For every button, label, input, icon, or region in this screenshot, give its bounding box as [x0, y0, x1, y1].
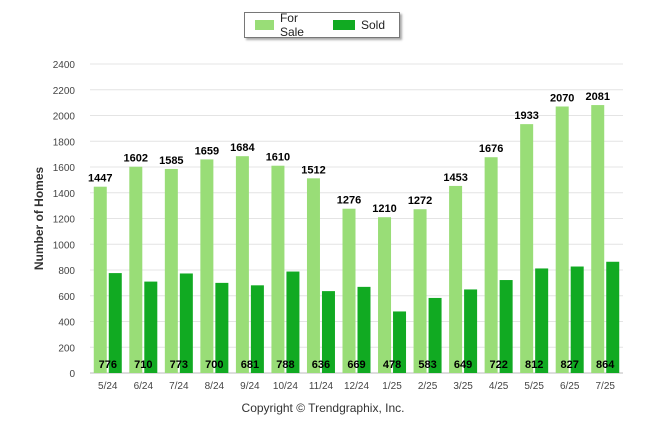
- x-tick-label: 12/24: [344, 381, 369, 392]
- data-label-sold: 788: [276, 359, 294, 371]
- x-tick-label: 2/25: [418, 381, 438, 392]
- x-tick-label: 7/24: [169, 381, 189, 392]
- data-label-sold: 681: [241, 359, 259, 371]
- bar-for-sale: [378, 217, 392, 373]
- data-label-for-sale: 1276: [337, 195, 361, 207]
- x-tick-label: 1/25: [382, 381, 402, 392]
- data-label-sold: 773: [170, 359, 188, 371]
- data-label-for-sale: 1585: [159, 155, 183, 167]
- data-label-for-sale: 1210: [372, 203, 396, 215]
- data-label-for-sale: 1272: [408, 195, 432, 207]
- bar-sold: [428, 297, 442, 373]
- bar-for-sale: [449, 185, 463, 373]
- data-label-sold: 864: [596, 359, 615, 371]
- bar-sold: [108, 273, 122, 373]
- y-axis-label: Number of Homes: [32, 166, 46, 271]
- data-label-for-sale: 1447: [88, 173, 112, 185]
- y-tick-label: 1800: [53, 137, 76, 148]
- y-tick-label: 1400: [53, 189, 76, 200]
- bar-for-sale: [235, 156, 249, 373]
- data-label-sold: 478: [383, 359, 401, 371]
- bar-sold: [535, 268, 549, 373]
- y-tick-label: 2000: [53, 112, 76, 123]
- bar-for-sale: [342, 208, 356, 373]
- legend-swatch-sold: [332, 20, 355, 30]
- x-tick-label: 11/24: [309, 381, 334, 392]
- y-tick-label: 400: [58, 318, 75, 329]
- x-tick-label: 3/25: [453, 381, 473, 392]
- bar-sold: [215, 282, 229, 373]
- y-tick-label: 1000: [53, 240, 76, 251]
- x-tick-label: 6/25: [560, 381, 580, 392]
- bar-sold: [179, 273, 193, 373]
- y-tick-label: 2400: [53, 60, 76, 71]
- bar-for-sale: [164, 168, 178, 373]
- y-tick-label: 800: [58, 266, 75, 277]
- bar-sold: [570, 266, 584, 373]
- bar-sold: [464, 289, 478, 373]
- legend-swatch-for-sale: [255, 20, 274, 30]
- data-label-for-sale: 2070: [550, 92, 574, 104]
- data-label-for-sale: 1933: [514, 110, 538, 122]
- data-label-sold: 710: [134, 359, 152, 371]
- data-label-sold: 636: [312, 359, 330, 371]
- data-label-sold: 827: [561, 359, 579, 371]
- bar-for-sale: [555, 106, 569, 374]
- bar-sold: [357, 286, 371, 373]
- y-tick-label: 2200: [53, 86, 76, 97]
- bar-for-sale: [484, 157, 498, 373]
- bar-for-sale: [413, 209, 427, 373]
- bar-sold: [499, 280, 513, 373]
- bar-for-sale: [306, 178, 320, 373]
- x-tick-label: 9/24: [240, 381, 260, 392]
- bar-for-sale: [520, 124, 534, 373]
- bar-sold: [606, 261, 620, 373]
- x-tick-label: 10/24: [273, 381, 298, 392]
- data-label-for-sale: 1512: [301, 164, 325, 176]
- bar-sold: [144, 281, 158, 373]
- y-tick-label: 0: [69, 369, 75, 380]
- x-tick-label: 5/25: [524, 381, 544, 392]
- x-tick-label: 7/25: [595, 381, 615, 392]
- y-tick-label: 1200: [53, 215, 76, 226]
- data-label-for-sale: 1610: [266, 152, 290, 164]
- legend-item-sold[interactable]: Sold: [332, 18, 385, 32]
- data-label-sold: 700: [205, 359, 223, 371]
- y-tick-label: 200: [58, 343, 75, 354]
- data-label-for-sale: 2081: [585, 91, 609, 103]
- data-label-sold: 649: [454, 359, 472, 371]
- bar-sold: [393, 311, 407, 373]
- bar-for-sale: [591, 105, 605, 373]
- legend-label-for-sale: For Sale: [279, 11, 304, 39]
- y-tick-label: 600: [58, 292, 75, 303]
- x-tick-label: 5/24: [98, 381, 118, 392]
- legend-item-for-sale[interactable]: For Sale: [255, 11, 319, 39]
- x-tick-label: 8/24: [205, 381, 225, 392]
- data-label-sold: 722: [489, 359, 507, 371]
- data-label-for-sale: 1684: [230, 142, 255, 154]
- data-label-sold: 812: [525, 359, 543, 371]
- data-label-sold: 583: [418, 359, 436, 371]
- copyright-footer: Copyright © Trendgraphix, Inc.: [241, 401, 405, 415]
- data-label-sold: 776: [99, 359, 117, 371]
- bar-sold: [321, 291, 335, 373]
- data-label-for-sale: 1602: [124, 153, 148, 165]
- bar-for-sale: [271, 165, 285, 373]
- data-label-for-sale: 1453: [443, 172, 467, 184]
- y-tick-label: 1600: [53, 163, 76, 174]
- bar-for-sale: [200, 159, 214, 373]
- data-label-for-sale: 1659: [195, 145, 219, 157]
- chart-legend: For Sale Sold: [244, 11, 400, 39]
- data-label-sold: 669: [347, 359, 365, 371]
- bar-sold: [250, 285, 264, 373]
- bar-sold: [286, 271, 300, 373]
- data-label-for-sale: 1676: [479, 143, 503, 155]
- bar-for-sale: [129, 166, 143, 373]
- bar-for-sale: [93, 186, 107, 373]
- x-tick-label: 4/25: [489, 381, 509, 392]
- x-tick-label: 6/24: [134, 381, 154, 392]
- legend-label-sold: Sold: [360, 18, 385, 32]
